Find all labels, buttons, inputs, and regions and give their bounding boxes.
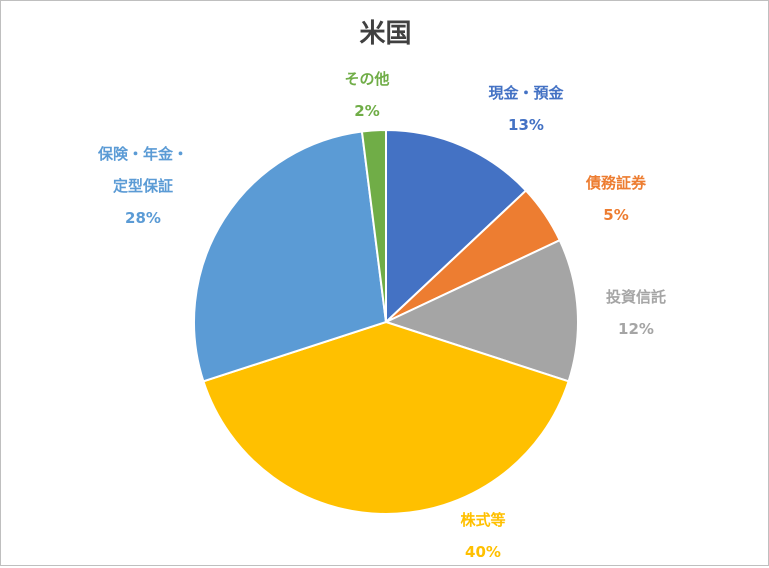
- pie-slice-equities: [202, 320, 570, 515]
- data-label-investment-trusts: 投資信託 12%: [606, 281, 666, 345]
- pie-slice-insurance-pension: [193, 130, 388, 383]
- data-label-percent: 12%: [618, 320, 654, 338]
- pie-slice-other: [360, 128, 387, 323]
- data-label-percent: 40%: [465, 543, 501, 561]
- data-label-category: 投資信託: [605, 288, 667, 306]
- data-label-category: 株式等: [460, 511, 506, 529]
- data-label-percent: 2%: [354, 102, 380, 120]
- data-label-insurance-pension: 保険・年金・ 定型保証 28%: [98, 138, 188, 234]
- data-label-debt-securities: 債務証券 5%: [586, 167, 646, 231]
- data-label-category: 保険・年金・: [97, 145, 189, 163]
- data-label-category: 定型保証: [112, 177, 174, 195]
- data-label-percent: 5%: [603, 206, 629, 224]
- data-label-category: その他: [344, 70, 390, 88]
- data-label-percent: 28%: [125, 209, 161, 227]
- data-label-cash-deposits: 現金・預金 13%: [488, 77, 563, 141]
- data-label-category: 現金・預金: [488, 84, 564, 102]
- data-label-equities: 株式等 40%: [460, 504, 505, 568]
- data-label-percent: 13%: [508, 116, 544, 134]
- data-label-category: 債務証券: [585, 174, 647, 192]
- chart-title: 米国: [359, 19, 412, 49]
- data-label-other: その他 2%: [344, 63, 389, 127]
- pie-slice-investment-trusts: [383, 238, 579, 383]
- pie-slice-cash-deposits: [385, 128, 528, 325]
